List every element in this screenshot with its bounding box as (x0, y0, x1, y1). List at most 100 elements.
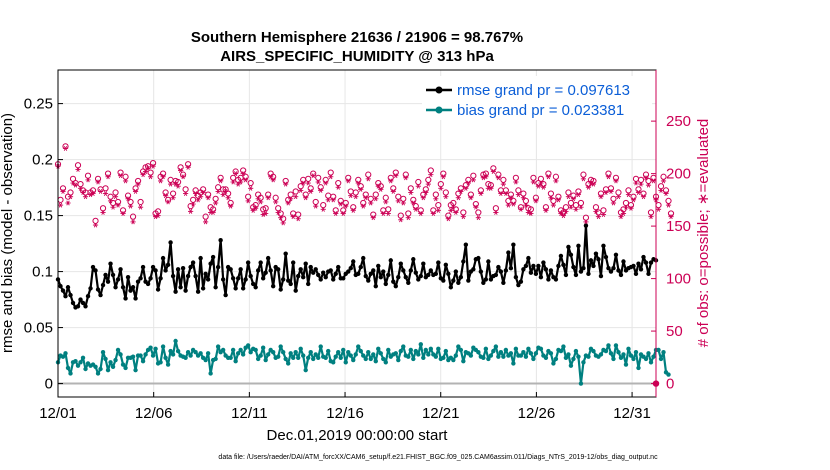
rmse-point (275, 267, 281, 272)
obs-evaluated-point (223, 188, 229, 194)
obs-possible-point (154, 208, 162, 215)
obs-evaluated-point (465, 180, 471, 186)
rmse-point (346, 269, 351, 274)
rmse-point (393, 283, 398, 289)
bias-point (183, 355, 188, 361)
obs-evaluated-point (590, 181, 597, 187)
obs-evaluated-point (483, 174, 489, 180)
obs-evaluated-point (565, 194, 572, 200)
obs-evaluated-point (130, 219, 136, 225)
right-tick-label: 50 (666, 323, 683, 340)
obs-evaluated-stroke (58, 202, 63, 208)
obs-evaluated-stroke (414, 206, 418, 212)
obs-possible-point (460, 209, 467, 216)
bias-point (623, 362, 629, 367)
obs-evaluated-stroke (576, 192, 581, 198)
obs-evaluated-stroke (571, 196, 576, 202)
obs-evaluated-point (500, 181, 506, 187)
obs-evaluated-stroke (479, 191, 483, 197)
obs-evaluated-point (503, 191, 509, 197)
bias-point (396, 357, 401, 363)
rmse-point (411, 257, 416, 262)
obs-possible-point (660, 173, 667, 180)
obs-possible-point (457, 185, 464, 192)
rmse-point (488, 277, 494, 282)
rmse-point (398, 261, 403, 266)
rmse-point (288, 281, 293, 287)
bias-point (260, 345, 266, 350)
obs-evaluated-stroke (221, 192, 225, 198)
rmse-point (546, 277, 551, 282)
rmse-point (521, 267, 526, 272)
obs-evaluated-stroke (258, 199, 263, 205)
obs-evaluated-stroke (356, 180, 360, 186)
obs-evaluated-stroke (489, 185, 493, 191)
rmse-point (83, 304, 88, 309)
obs-evaluated-stroke (649, 214, 653, 220)
obs-evaluated-stroke (273, 199, 278, 205)
obs-evaluated-stroke (201, 190, 205, 195)
obs-evaluated-stroke (484, 174, 488, 180)
obs-evaluated-stroke (256, 196, 260, 202)
obs-evaluated-stroke (424, 190, 428, 195)
obs-evaluated-point (618, 214, 624, 220)
obs-possible-point (415, 178, 422, 186)
rmse-point (145, 281, 151, 287)
obs-evaluated-stroke (429, 172, 433, 178)
bias-point (578, 381, 584, 386)
obs-evaluated-stroke (551, 202, 556, 208)
obs-evaluated-point (112, 194, 119, 200)
obs-evaluated-point (255, 196, 261, 202)
bias-point (168, 348, 173, 354)
bias-point (175, 348, 181, 354)
bias-point (631, 356, 636, 362)
obs-possible-point (490, 165, 497, 172)
rmse-point (260, 276, 266, 281)
obs-evaluated-stroke (511, 201, 516, 207)
obs-possible-point (657, 183, 665, 190)
bias-point (233, 358, 238, 364)
obs-possible-point (104, 170, 112, 177)
obs-evaluated-stroke (233, 171, 238, 177)
obs-evaluated-point (533, 198, 539, 204)
obs-possible-point (360, 199, 367, 207)
rmse-point (386, 272, 391, 278)
bias-point (100, 350, 106, 355)
obs-evaluated-stroke (629, 205, 633, 211)
bias-point (120, 362, 126, 367)
obs-evaluated-stroke (136, 181, 140, 187)
obs-evaluated-stroke (369, 200, 373, 206)
obs-possible-point (410, 196, 417, 203)
obs-possible-point (124, 192, 132, 199)
obs-evaluated-point (75, 166, 81, 172)
obs-evaluated-point (580, 176, 587, 182)
obs-evaluated-stroke (148, 174, 153, 180)
rmse-point (371, 268, 376, 273)
obs-evaluated-point (638, 181, 644, 187)
obs-evaluated-stroke (319, 187, 323, 193)
obs-possible-point (667, 210, 675, 217)
bias-point (346, 350, 351, 355)
obs-possible-point (547, 190, 555, 197)
obs-evaluated-stroke (331, 197, 335, 203)
rmse-point (316, 272, 321, 278)
rmse-point (621, 259, 626, 264)
obs-evaluated-point (213, 200, 219, 206)
obs-evaluated-point (635, 190, 642, 195)
rmse-point (223, 292, 228, 298)
obs-evaluated-stroke (421, 195, 425, 201)
obs-evaluated-point (630, 197, 637, 203)
rmse-point (421, 261, 426, 266)
obs-possible-point (380, 207, 387, 214)
x-tick-label: 12/01 (39, 405, 77, 422)
obs-evaluated-point (535, 183, 542, 189)
bias-point (278, 344, 283, 349)
obs-evaluated-stroke (534, 198, 538, 204)
rmse-point (303, 261, 308, 266)
obs-possible-point (347, 188, 354, 195)
obs-evaluated-stroke (73, 182, 78, 188)
bias-point (265, 352, 271, 357)
obs-evaluated-stroke (476, 215, 481, 221)
bias-point (293, 350, 298, 355)
obs-evaluated-stroke (236, 181, 240, 187)
